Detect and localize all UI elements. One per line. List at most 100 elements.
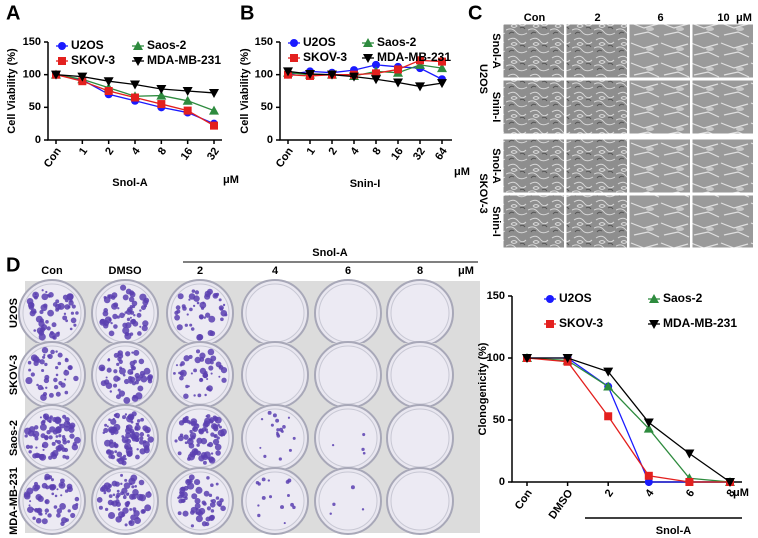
colony bbox=[207, 441, 214, 448]
column-header: 10 bbox=[717, 12, 729, 24]
x-tick-label: DMSO bbox=[547, 487, 576, 521]
colony bbox=[361, 508, 365, 511]
colony bbox=[191, 493, 198, 500]
panel-label: A bbox=[6, 2, 20, 24]
colony bbox=[142, 299, 149, 306]
micrograph bbox=[691, 23, 754, 79]
colony bbox=[206, 431, 209, 434]
colony bbox=[32, 291, 40, 299]
colony bbox=[182, 510, 189, 517]
colony bbox=[193, 394, 196, 397]
data-point bbox=[644, 478, 653, 486]
colony bbox=[70, 311, 75, 315]
colony bbox=[116, 315, 120, 319]
colony bbox=[269, 495, 273, 499]
colony bbox=[36, 508, 41, 513]
colony bbox=[210, 360, 214, 365]
colony bbox=[210, 432, 215, 437]
colony bbox=[220, 505, 226, 512]
colony bbox=[56, 488, 59, 491]
colony bbox=[218, 298, 222, 302]
x-tick-label: 32 bbox=[205, 146, 222, 163]
colony bbox=[129, 376, 136, 383]
data-point bbox=[290, 54, 298, 62]
colony bbox=[108, 330, 115, 337]
colony bbox=[255, 480, 260, 485]
x-tick-label: Con bbox=[513, 487, 535, 512]
data-point bbox=[684, 449, 695, 459]
colony bbox=[126, 451, 133, 457]
colony bbox=[106, 367, 112, 373]
colony bbox=[48, 331, 56, 339]
data-point bbox=[643, 418, 654, 428]
data-point bbox=[604, 412, 613, 421]
colony bbox=[62, 437, 67, 442]
data-point bbox=[603, 367, 614, 377]
colony bbox=[215, 450, 221, 456]
colony bbox=[129, 316, 132, 319]
colony bbox=[55, 299, 60, 304]
colony bbox=[144, 504, 152, 512]
colony bbox=[219, 498, 224, 503]
colony bbox=[119, 312, 125, 319]
colony bbox=[190, 327, 195, 331]
colony bbox=[125, 288, 132, 295]
colony bbox=[131, 434, 137, 440]
colony bbox=[48, 475, 53, 480]
colony bbox=[119, 515, 123, 519]
data-point bbox=[725, 478, 735, 487]
colony bbox=[125, 427, 132, 435]
colony bbox=[195, 515, 203, 523]
colony bbox=[69, 327, 73, 331]
data-point bbox=[372, 60, 380, 69]
colony bbox=[196, 443, 200, 447]
colony bbox=[39, 416, 42, 419]
legend-label: MDA-MB-231 bbox=[377, 50, 451, 64]
colony bbox=[131, 493, 137, 500]
data-point bbox=[58, 42, 66, 50]
colony bbox=[197, 510, 204, 517]
colony bbox=[127, 368, 134, 375]
unit-label: μM bbox=[454, 166, 470, 178]
colony bbox=[206, 377, 209, 381]
colony bbox=[45, 386, 48, 389]
treatment-label: Snol-A bbox=[490, 33, 502, 68]
colony bbox=[261, 495, 266, 500]
colony bbox=[143, 440, 147, 444]
colony bbox=[206, 414, 211, 419]
colony bbox=[329, 512, 332, 515]
colony bbox=[174, 314, 180, 321]
x-tick-label: Con bbox=[274, 145, 296, 170]
colony bbox=[124, 311, 128, 314]
colony bbox=[176, 324, 183, 331]
data-point bbox=[437, 79, 447, 89]
colony bbox=[132, 381, 136, 386]
colony bbox=[202, 372, 208, 379]
colony bbox=[215, 482, 219, 486]
colony bbox=[142, 425, 149, 432]
colony bbox=[204, 393, 207, 397]
colony bbox=[107, 483, 112, 488]
well-inner bbox=[390, 345, 450, 405]
colony bbox=[51, 322, 57, 328]
x-tick-label: 1 bbox=[304, 146, 317, 158]
colony bbox=[126, 317, 131, 322]
data-point bbox=[305, 70, 315, 80]
colony bbox=[210, 372, 213, 375]
colony bbox=[39, 423, 47, 431]
colony bbox=[140, 305, 147, 311]
colony bbox=[67, 305, 71, 309]
colony bbox=[127, 306, 133, 313]
colony bbox=[214, 293, 218, 297]
colony bbox=[206, 476, 210, 480]
micrograph bbox=[502, 23, 565, 79]
colony bbox=[181, 304, 186, 309]
colony bbox=[103, 491, 107, 495]
colony bbox=[140, 417, 144, 422]
row-label: MDA-MB-231 bbox=[8, 467, 20, 535]
data-point bbox=[372, 69, 380, 78]
colony bbox=[221, 377, 227, 383]
colony bbox=[124, 332, 132, 340]
colony bbox=[36, 383, 39, 387]
colony bbox=[39, 309, 44, 315]
